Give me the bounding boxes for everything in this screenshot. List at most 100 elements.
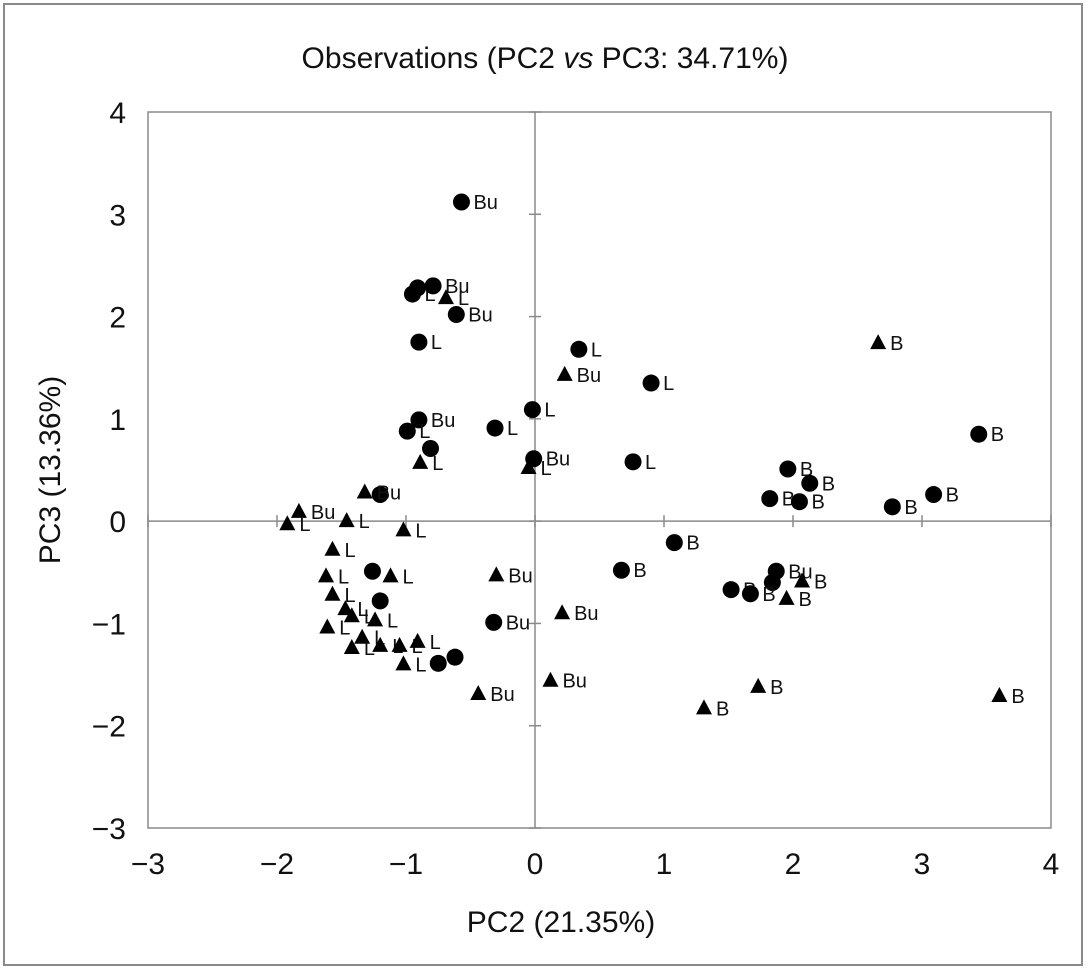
triangle-marker [556, 365, 573, 381]
point-label: L [645, 452, 656, 474]
circle-marker [722, 581, 740, 599]
circle-marker [801, 474, 819, 492]
point-label: L [419, 421, 430, 443]
point-label: L [299, 514, 310, 536]
point-label: Bu [431, 410, 455, 432]
figure-frame [3, 3, 1083, 966]
point-label: B [811, 492, 824, 514]
point-label: L [344, 540, 355, 562]
circle-marker [523, 401, 541, 419]
triangle-marker [412, 453, 429, 469]
y-tick-label: 3 [109, 199, 126, 232]
point-label: L [424, 284, 435, 306]
circle-marker [363, 562, 381, 580]
triangle-marker [991, 687, 1008, 703]
point-label: L [431, 332, 442, 354]
point-label: B [814, 571, 827, 593]
point-label: Bu [445, 276, 469, 298]
circle-marker [371, 592, 389, 610]
point-label: B [762, 584, 775, 606]
x-tick-label: −2 [260, 848, 294, 881]
point-label: Bu [577, 365, 601, 387]
point-label: Bu [562, 671, 586, 693]
circle-marker [790, 493, 808, 511]
point-label: Bu [788, 561, 812, 583]
circle-marker [410, 411, 428, 429]
chart-title-italic: vs [563, 42, 594, 75]
triangle-marker [324, 585, 341, 601]
y-tick-label: −1 [92, 608, 126, 641]
reference-lines [148, 112, 1051, 828]
point-label: L [338, 566, 349, 588]
triangle-marker [488, 566, 505, 582]
chart-title-suffix: PC3: 34.71%) [593, 42, 789, 75]
point-label: L [430, 632, 441, 654]
point-label: B [633, 560, 646, 582]
triangle-marker [290, 502, 307, 518]
y-tick-label: −2 [92, 711, 126, 744]
point-label: Bu [508, 565, 532, 587]
point-label: L [339, 618, 350, 640]
triangle-marker [554, 604, 571, 620]
y-tick-label: −3 [92, 813, 126, 846]
circle-marker [422, 440, 440, 458]
plot-area [147, 111, 1052, 829]
x-tick-label: 3 [914, 848, 931, 881]
triangle-marker [354, 628, 371, 644]
point-label: L [364, 606, 375, 628]
x-tick-label: −1 [389, 848, 423, 881]
point-label: B [1011, 686, 1024, 708]
circle-marker [398, 422, 416, 440]
triangle-marker [778, 589, 795, 605]
triangle-marker [395, 655, 412, 671]
triangle-marker [318, 567, 335, 583]
point-label: B [946, 485, 959, 507]
point-label: L [432, 453, 443, 475]
triangle-marker [343, 638, 360, 654]
point-label: Bu [506, 612, 530, 634]
point-label: L [663, 373, 674, 395]
triangle-marker [343, 607, 360, 623]
point-label: L [403, 566, 414, 588]
chart-title: Observations (PC2 vs PC3: 34.71%) [0, 42, 1090, 76]
circle-marker [486, 419, 504, 437]
point-label: L [544, 400, 555, 422]
y-tick-label: 1 [109, 404, 126, 437]
triangle-marker [409, 632, 426, 648]
point-label: Bu [490, 684, 514, 706]
point-label: B [799, 589, 812, 611]
circle-marker [429, 654, 447, 672]
point-label: L [357, 599, 368, 621]
circle-marker [883, 498, 901, 516]
point-label: Bu [377, 483, 401, 505]
point-label: L [415, 654, 426, 676]
point-label: B [716, 698, 729, 720]
circle-marker [624, 453, 642, 471]
data-points: BuLBuBuLLLBuLLLBuLBBBBBBBBBBuBuBBLBBuLLB… [279, 192, 1025, 720]
circle-marker [371, 486, 389, 504]
point-label: B [991, 424, 1004, 446]
point-label: L [359, 511, 370, 533]
axis-ticks: −3 −2 −1 0 1 2 3 4 −3 −2 −1 0 1 2 3 4 [92, 97, 1060, 881]
y-tick-label: 2 [109, 302, 126, 335]
triangle-marker [319, 618, 336, 634]
x-tick-label: 0 [527, 848, 544, 881]
triangle-marker [520, 458, 537, 474]
circle-marker [447, 306, 465, 324]
triangle-marker [750, 677, 767, 693]
point-label: L [415, 520, 426, 542]
circle-marker [446, 648, 464, 666]
point-label: B [686, 533, 699, 555]
circle-marker [485, 613, 503, 631]
x-tick-label: 1 [656, 848, 673, 881]
circle-marker [761, 490, 779, 508]
circle-marker [779, 460, 797, 478]
point-label: B [822, 473, 835, 495]
circle-marker [570, 340, 588, 358]
chart-title-prefix: Observations (PC2 [301, 42, 564, 75]
point-label: L [344, 585, 355, 607]
circle-marker [970, 425, 988, 443]
triangle-marker [324, 540, 341, 556]
y-tick-label: 4 [109, 97, 126, 130]
